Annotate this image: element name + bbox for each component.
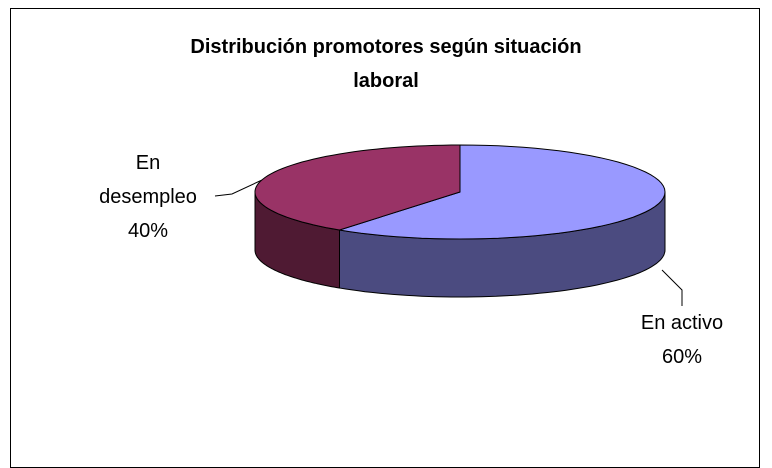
category-label: En desempleo — [99, 152, 197, 208]
value-label: 60% — [661, 346, 703, 368]
pie-slice — [254, 144, 461, 231]
category-label: En activo — [640, 312, 724, 334]
pie-slice — [339, 144, 666, 240]
value-label: 40% — [127, 220, 169, 242]
leader-line — [214, 179, 263, 197]
leader-line — [661, 269, 683, 306]
chart-title: Distribución promotores según situación … — [190, 36, 582, 92]
